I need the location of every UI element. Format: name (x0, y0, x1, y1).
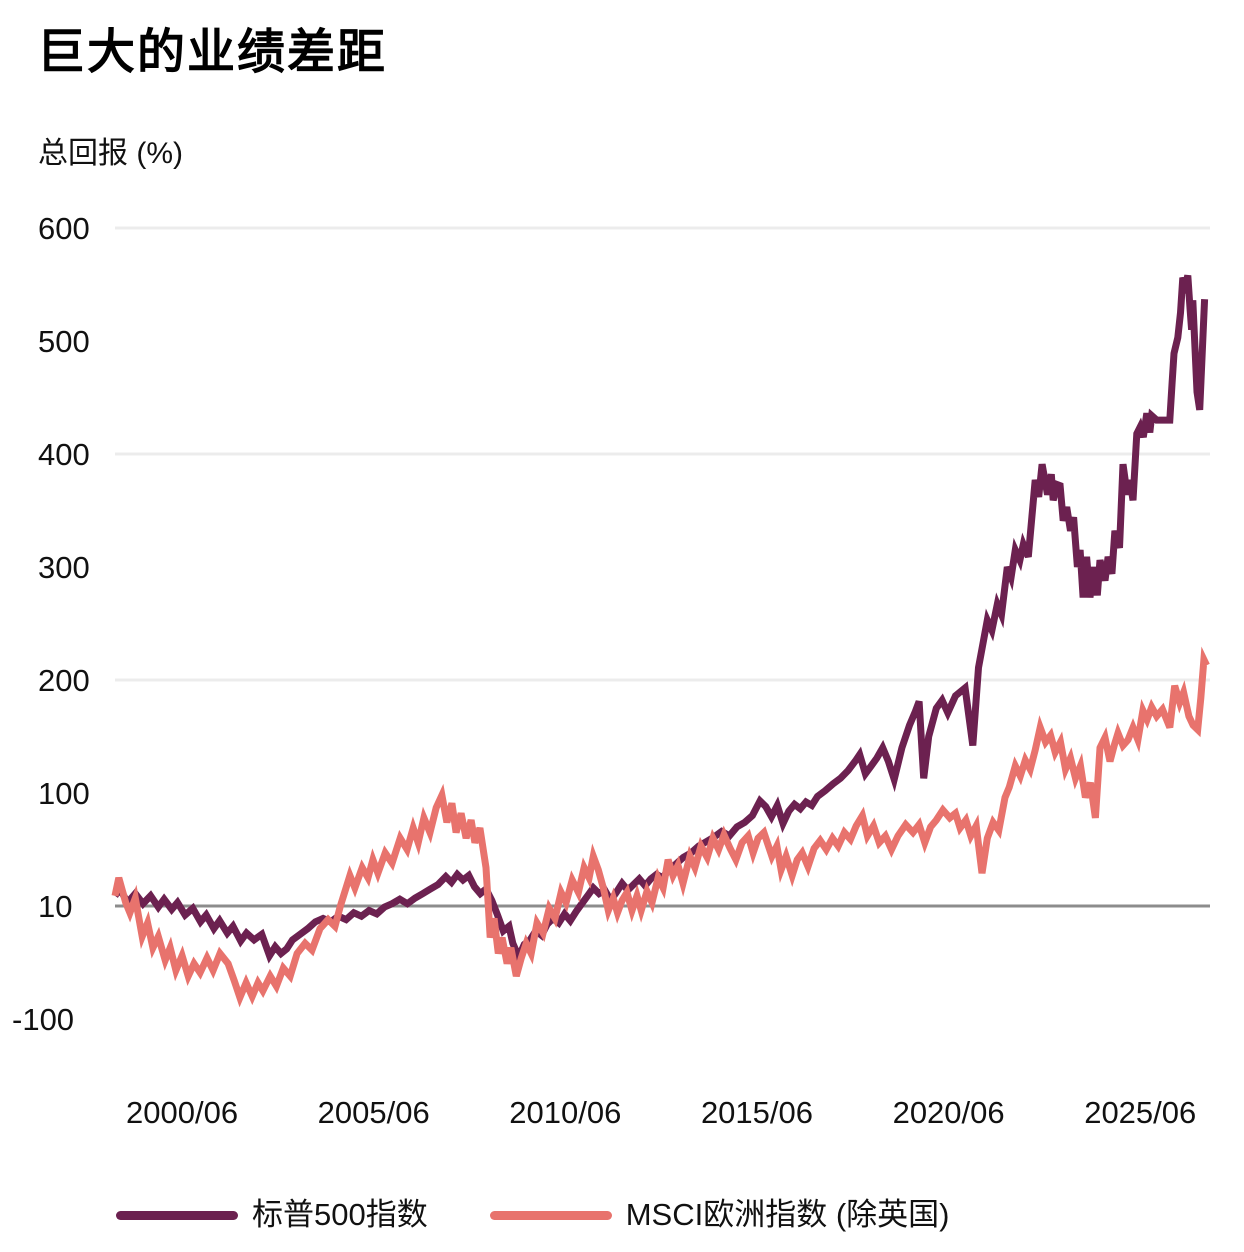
y-tick-label: 10 (38, 889, 73, 924)
legend-item-sp500: 标普500指数 (116, 1196, 428, 1234)
legend-item-msci-europe: MSCI欧洲指数 (除英国) (489, 1196, 950, 1234)
x-tick-label: 2005/06 (317, 1095, 430, 1130)
y-tick-label: 300 (38, 550, 90, 585)
y-tick-label: 100 (38, 776, 90, 811)
y-tick-label: 400 (38, 437, 90, 472)
page-title: 巨大的业绩差距 (37, 26, 388, 79)
x-tick-label: 2015/06 (700, 1095, 813, 1130)
y-tick-label: 600 (38, 211, 90, 246)
y-axis-unit-label: 总回报 (%) (38, 137, 183, 170)
y-tick-label: 200 (38, 663, 90, 698)
legend-label: MSCI欧洲指数 (除英国) (625, 1197, 950, 1232)
sp500-line (112, 274, 1209, 966)
y-tick-label: 500 (38, 324, 90, 359)
legend-swatch-icon (489, 1210, 612, 1220)
x-tick-label: 2020/06 (892, 1095, 1005, 1130)
y-tick-label: -100 (12, 1002, 75, 1037)
x-tick-label: 2025/06 (1084, 1095, 1197, 1130)
legend-swatch-icon (116, 1210, 238, 1220)
msci-europe-ex-uk-line (111, 646, 1210, 1008)
legend-label: 标普500指数 (252, 1197, 428, 1232)
x-tick-label: 2000/06 (126, 1095, 239, 1130)
x-tick-label: 2010/06 (509, 1095, 622, 1130)
chart-legend: 标普500指数 MSCI欧洲指数 (除英国) (116, 1196, 950, 1234)
